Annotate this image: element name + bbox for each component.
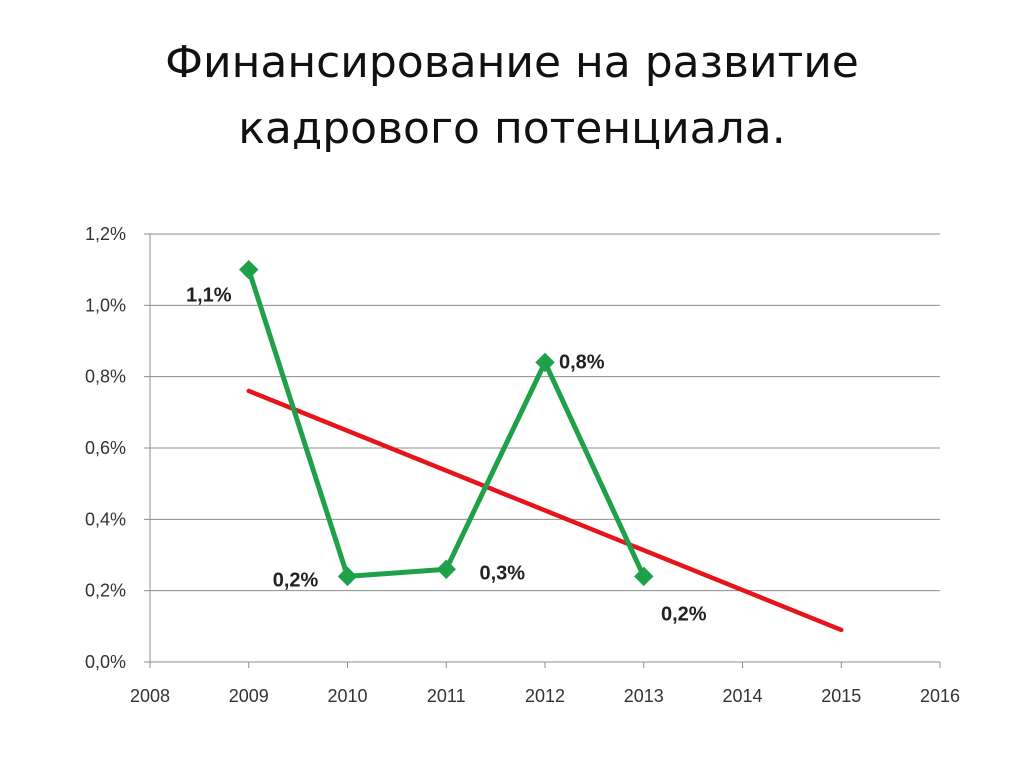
trendline — [246, 388, 844, 633]
slide-title: Финансирование на развитие кадрового пот… — [0, 30, 1024, 162]
gridlines — [150, 233, 940, 592]
y-tick-label: 1,2% — [85, 224, 126, 244]
x-tick-label: 2012 — [525, 686, 565, 706]
data-point-marker — [634, 566, 654, 587]
slide-title-line-1: Финансирование на развитие — [165, 37, 859, 88]
data-point-marker — [436, 559, 456, 579]
slide-title-line-2: кадрового потенциала. — [238, 103, 786, 154]
y-tick-label: 1,0% — [85, 295, 126, 315]
y-tick-label: 0,8% — [85, 367, 126, 387]
data-label: 1,1% — [186, 285, 232, 307]
data-label: 0,2% — [661, 603, 707, 625]
x-tick-label: 2010 — [327, 686, 367, 706]
y-tick-label: 0,0% — [85, 652, 126, 672]
data-point-marker — [337, 566, 358, 587]
x-tick-label: 2015 — [821, 686, 861, 706]
data-label: 0,8% — [559, 351, 605, 373]
x-tick-label: 2016 — [920, 686, 960, 706]
x-tick-label: 2013 — [624, 686, 664, 706]
series-line — [246, 267, 647, 579]
data-label: 0,3% — [479, 562, 525, 584]
data-point-marker — [239, 259, 259, 280]
x-tick-label: 2011 — [427, 686, 466, 706]
data-label: 0,2% — [273, 569, 319, 591]
x-tick-label: 2008 — [130, 686, 170, 706]
x-tick-label: 2014 — [722, 686, 762, 706]
axes: 0,0% 0,2% 0,4% 0,6% 0,8% 1,0% 1,2% 2008 2009 2010… — [85, 224, 960, 706]
y-tick-label: 0,2% — [85, 581, 126, 601]
y-tick-label: 0,4% — [85, 509, 126, 529]
data-labels: 1,1% 0,2% 0,3% 0,8% 0,2% — [186, 285, 707, 626]
x-tick-label: 2009 — [229, 686, 269, 706]
trendline-layer — [246, 388, 844, 633]
series-layer — [239, 259, 654, 587]
data-point-marker — [535, 352, 555, 373]
y-tick-label: 0,6% — [85, 438, 126, 458]
